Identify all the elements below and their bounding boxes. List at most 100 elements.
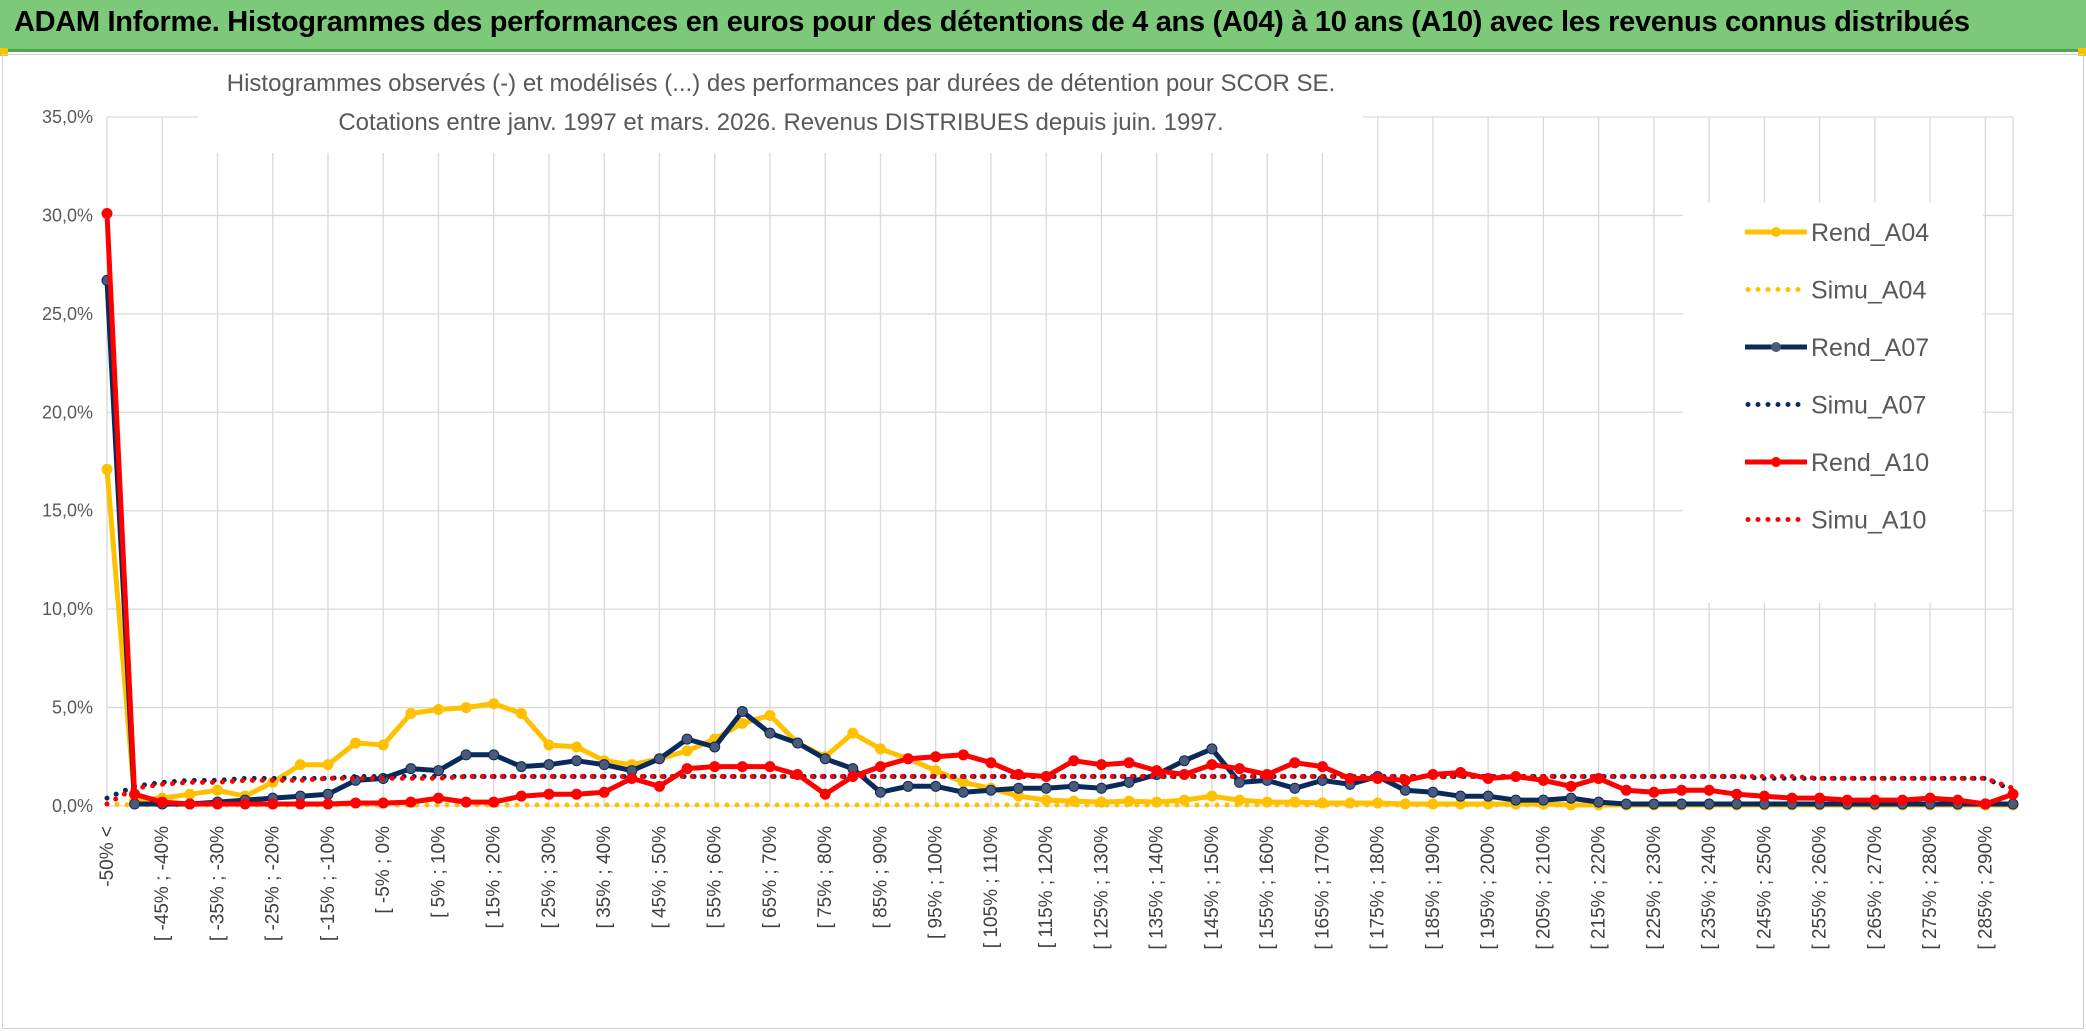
legend-entry: Simu_A10	[1811, 507, 1926, 535]
x-tick-label: [ -35% ; -30%	[207, 826, 228, 941]
data-point	[1123, 757, 1135, 769]
legend-entry: Simu_A04	[1811, 277, 1926, 305]
data-point	[515, 761, 527, 773]
series-line	[104, 774, 2016, 801]
data-point	[709, 761, 721, 773]
data-point	[736, 761, 748, 773]
data-point	[1869, 794, 1881, 806]
data-point	[1841, 794, 1853, 806]
legend-bg	[1683, 203, 1983, 603]
y-tick-label: 35,0%	[42, 107, 93, 127]
data-point	[764, 727, 776, 739]
data-point	[1924, 792, 1936, 804]
data-point	[1648, 798, 1660, 810]
data-point	[1123, 776, 1135, 788]
data-point	[571, 788, 583, 800]
x-tick-label: [ 35% ; 40%	[594, 826, 615, 929]
data-point	[1676, 784, 1688, 796]
data-point	[1703, 784, 1715, 796]
data-point	[488, 796, 500, 808]
y-tick-label: 30,0%	[42, 205, 93, 225]
corner-marker-right	[2078, 48, 2086, 56]
data-point	[377, 739, 389, 751]
x-tick-label: [ 275% ; 280%	[1920, 826, 1941, 950]
series-Simu_A07	[104, 774, 2016, 801]
data-point	[1316, 761, 1328, 773]
data-point	[1068, 755, 1080, 767]
data-point	[930, 780, 942, 792]
data-point	[432, 765, 444, 777]
x-tick-label: [ 95% ; 100%	[926, 826, 947, 939]
x-tick-label: [ 135% ; 140%	[1147, 826, 1168, 950]
data-point	[101, 207, 113, 219]
data-point	[1095, 759, 1107, 771]
data-point	[515, 790, 527, 802]
x-tick-label: [ 215% ; 220%	[1589, 826, 1610, 950]
data-point	[405, 763, 417, 775]
y-tick-label: 20,0%	[42, 402, 93, 422]
x-tick-label: [ 235% ; 240%	[1699, 826, 1720, 950]
x-tick-label: [ 255% ; 260%	[1810, 826, 1831, 950]
data-point	[985, 784, 997, 796]
x-tick-label: [ 185% ; 190%	[1423, 826, 1444, 950]
corner-marker-left	[0, 48, 8, 56]
data-point	[764, 761, 776, 773]
title-bar: ADAM Informe. Histogrammes des performan…	[0, 0, 2086, 52]
data-point	[985, 757, 997, 769]
data-point	[129, 798, 141, 810]
page-title: ADAM Informe. Histogrammes des performan…	[14, 6, 1970, 38]
data-point	[488, 749, 500, 761]
data-point	[1095, 782, 1107, 794]
data-point	[1620, 784, 1632, 796]
data-point	[1537, 794, 1549, 806]
y-tick-label: 10,0%	[42, 599, 93, 619]
data-point	[1482, 790, 1494, 802]
data-point	[874, 786, 886, 798]
data-point	[1979, 798, 1991, 810]
data-point	[764, 709, 776, 721]
x-tick-label: [ -5% ; 0%	[373, 826, 394, 914]
data-point	[460, 749, 472, 761]
data-point	[902, 753, 914, 765]
series-line	[104, 774, 2016, 807]
x-tick-label: [ 195% ; 200%	[1478, 826, 1499, 950]
data-point	[1731, 788, 1743, 800]
x-tick-label: [ 205% ; 210%	[1533, 826, 1554, 950]
x-tick-label: [ -15% ; -10%	[318, 826, 339, 941]
data-point	[874, 743, 886, 755]
data-point	[405, 707, 417, 719]
y-tick-label: 15,0%	[42, 501, 93, 521]
data-point	[874, 761, 886, 773]
data-point	[1565, 792, 1577, 804]
data-point	[405, 796, 417, 808]
data-point	[1427, 786, 1439, 798]
chart-frame: 0,0% 5,0% 10,0% 15,0% 20,0% 25,0% 30,0% 35,0% -5…	[2, 54, 2084, 1029]
legend-entry: Rend_A07	[1811, 334, 1929, 362]
data-point	[543, 788, 555, 800]
data-point	[1399, 784, 1411, 796]
data-point	[350, 737, 362, 749]
y-tick-label: 0,0%	[52, 796, 93, 816]
data-point	[1234, 763, 1246, 775]
x-tick-label: -50% <	[97, 826, 118, 887]
data-point	[736, 706, 748, 718]
data-point	[1234, 776, 1246, 788]
data-point	[432, 792, 444, 804]
data-point	[1648, 786, 1660, 798]
chart: 0,0% 5,0% 10,0% 15,0% 20,0% 25,0% 30,0% 35,0% -5…	[42, 55, 2019, 950]
data-point	[1897, 794, 1909, 806]
x-tick-label: [ 45% ; 50%	[649, 826, 670, 929]
data-point	[1786, 792, 1798, 804]
data-point	[1206, 743, 1218, 755]
data-point	[211, 798, 223, 810]
data-point	[432, 704, 444, 716]
chart-title-line: Cotations entre janv. 1997 et mars. 2026…	[338, 109, 1223, 136]
data-point	[1178, 755, 1190, 767]
data-point	[184, 798, 196, 810]
data-point	[598, 759, 610, 771]
series-line	[104, 213, 2014, 807]
data-point	[322, 759, 334, 771]
data-point	[1206, 790, 1218, 802]
data-point	[267, 798, 279, 810]
data-point	[1620, 798, 1632, 810]
